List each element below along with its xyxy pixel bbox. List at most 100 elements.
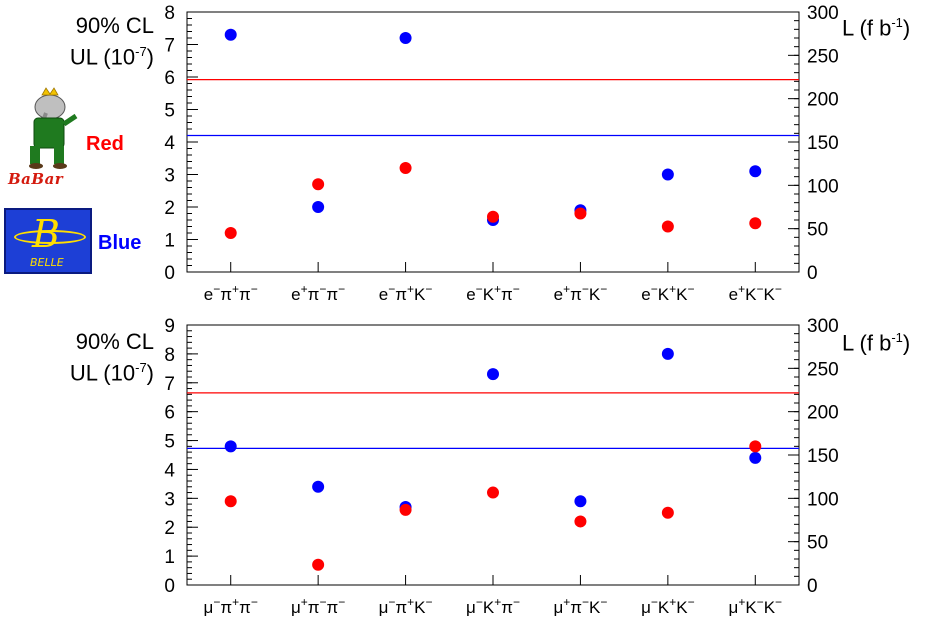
right-tick-label: 150 [807,446,839,467]
right-tick-label: 0 [807,576,818,597]
charge-superscript: + [407,282,414,296]
particle-symbol: μ [291,598,301,617]
particle-symbol: π [501,598,513,617]
x-tick-label: μ+π−π− [291,595,345,617]
blue-data-point [224,440,237,453]
particle-symbol: K [589,285,601,304]
right-tick-label: 50 [807,220,828,241]
red-data-point [312,558,325,571]
left-tick-label: 2 [164,518,175,539]
lower-ul-label: UL (10 [69,360,136,386]
blue-data-point [224,28,237,41]
left-tick-label: 0 [164,576,175,597]
charge-superscript: − [476,282,483,296]
legend-blue-label: Blue [98,232,142,254]
charge-superscript: + [738,595,745,609]
charge-superscript: + [407,595,414,609]
babar-elephant-logo [29,87,78,169]
left-tick-label: 6 [164,68,175,89]
particle-symbol: K [676,285,688,304]
charge-superscript: − [651,595,658,609]
right-tick-label: 200 [807,90,839,111]
left-tick-label: 4 [164,133,175,154]
right-tick-label: 150 [807,133,839,154]
x-tick-label: μ+π−K− [553,595,607,617]
charge-superscript: − [651,282,658,296]
upper-ul-exponent: -7 [135,44,147,59]
red-data-point [312,178,325,191]
right-tick-label: 300 [807,316,839,337]
upper-left-axis-title-line1: 90% CL [75,13,154,38]
upper-right-axis-title: L (f b-1) [842,10,910,41]
particle-symbol: K [658,598,670,617]
particle-symbol: π [570,598,582,617]
red-data-point [224,227,237,239]
particle-symbol: π [326,285,338,304]
charge-superscript: − [582,595,589,609]
upper-ul-close: ) [146,44,154,70]
lower-lumi-close: ) [902,330,911,356]
red-data-point [749,217,762,230]
red-data-point [224,495,237,508]
x-tick-label: e−K+π− [466,282,520,304]
red-data-point [487,210,499,223]
charge-superscript: − [213,595,220,609]
blue-data-point [399,32,412,44]
blue-data-point [749,451,762,464]
red-data-point [749,440,762,453]
x-tick-label: e−π+K− [379,282,433,304]
particle-symbol: K [764,285,776,304]
particle-symbol: π [327,598,339,617]
charge-superscript: − [775,595,782,609]
particle-symbol: e [204,285,213,304]
charge-superscript: + [232,282,239,296]
particle-symbol: K [589,598,601,617]
x-tick-label: e+π−π− [291,282,345,304]
blue-data-point [749,165,762,178]
charge-superscript: + [301,595,308,609]
left-tick-label: 6 [164,403,175,424]
charge-superscript: − [600,282,607,296]
particle-symbol: K [483,285,495,304]
particle-symbol: e [641,285,650,304]
charge-superscript: − [426,595,433,609]
charge-superscript: − [476,595,483,609]
particle-symbol: π [570,285,582,304]
left-tick-label: 7 [164,374,175,395]
right-tick-label: 100 [807,489,839,510]
charge-superscript: + [669,282,676,296]
red-data-point [487,486,499,499]
red-data-point [574,207,587,220]
charge-superscript: − [582,282,589,296]
charge-superscript: − [319,282,326,296]
x-tick-label: μ+K−K− [729,595,783,617]
x-tick-label: μ−K+K− [641,595,695,617]
legend-red-label: Red [86,133,124,155]
x-tick-label: μ−π+K− [379,595,433,617]
particle-symbol: K [658,285,670,304]
left-tick-label: 1 [164,547,175,568]
red-data-point [661,220,674,233]
particle-symbol: μ [466,598,476,617]
blue-data-point [312,201,325,213]
upper-left-axis-title: 90% CL UL (10-7) [30,13,154,70]
charge-superscript: + [494,282,501,296]
charge-superscript: − [251,282,258,296]
left-tick-label: 8 [164,3,175,24]
lower-ul-close: ) [146,360,154,386]
particle-symbol: π [308,285,320,304]
x-tick-label: e+π−K− [554,282,608,304]
particle-symbol: K [414,285,426,304]
charge-superscript: − [425,282,432,296]
particle-symbol: e [291,285,300,304]
charge-superscript: − [320,595,327,609]
blue-data-point [312,480,325,493]
particle-symbol: e [554,285,563,304]
particle-symbol: π [308,598,320,617]
left-tick-label: 3 [164,166,175,187]
left-tick-label: 2 [164,198,175,219]
red-data-point [399,162,412,174]
particle-symbol: K [414,598,426,617]
charge-superscript: − [757,282,764,296]
